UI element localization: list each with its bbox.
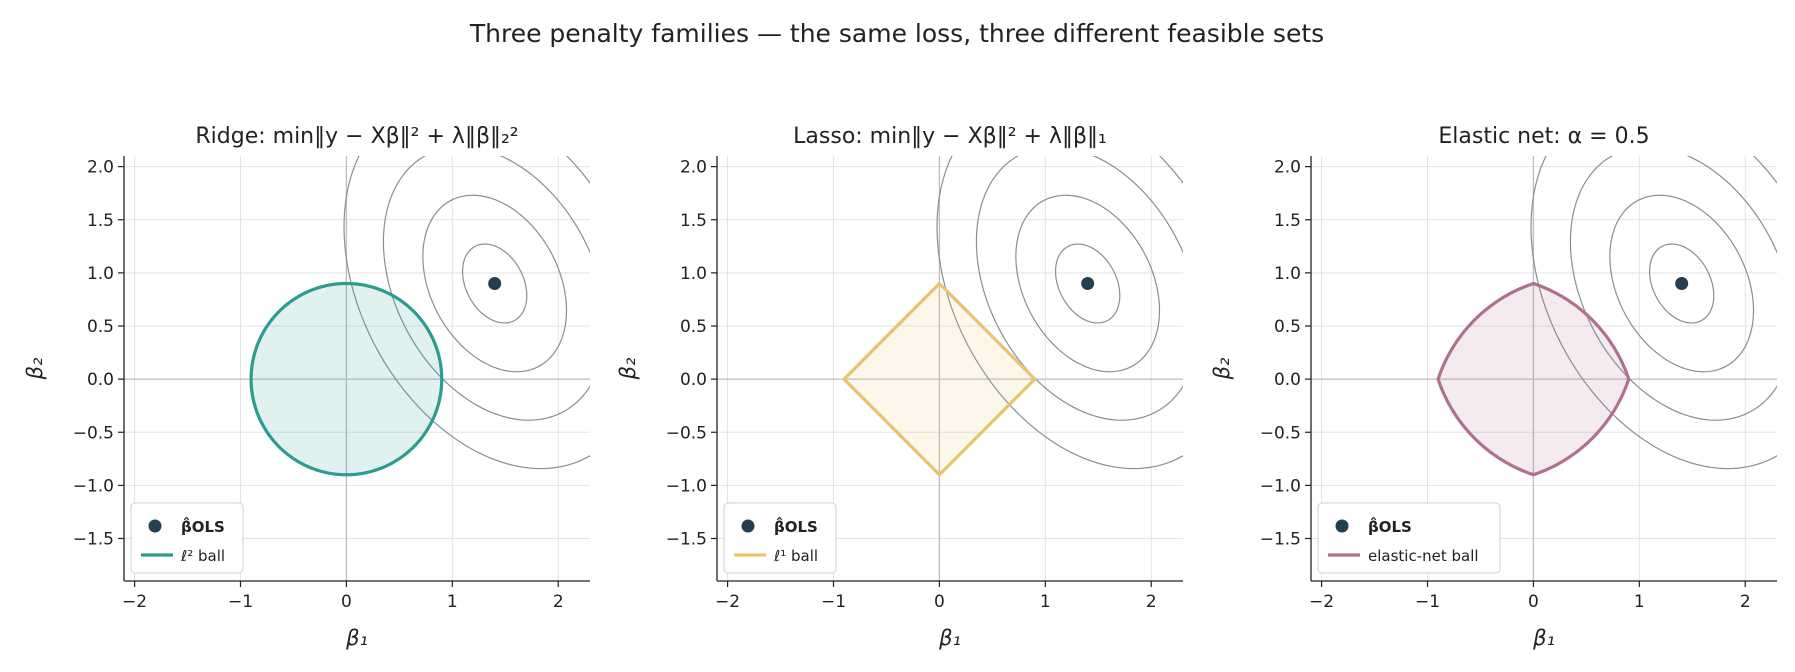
x-tick-label: 1 (1634, 592, 1645, 612)
panel-title: Elastic net: α = 0.5 (1438, 124, 1649, 149)
legend-entry-constraint: ℓ¹ ball (773, 547, 818, 565)
legend: β̂OLS ℓ² ball (130, 502, 244, 574)
legend-entry-ols: β̂OLS (181, 516, 225, 536)
y-tick-label: 0.0 (680, 370, 707, 390)
panel-ridge: −2 −1 0 1 2 −1.5 −1.0 −0.5 0.0 0.5 1.0 1.5 2.0 Ridge:… (23, 124, 590, 650)
loss-contour (1569, 156, 1777, 421)
ols-point (1081, 277, 1095, 290)
legend-entry-constraint: ℓ² ball (180, 547, 225, 565)
x-tick-label: 0 (341, 592, 352, 612)
y-tick-label: 0.5 (680, 317, 707, 337)
x-tick-label: −1 (1415, 592, 1440, 612)
y-tick-label: −0.5 (1260, 423, 1301, 443)
y-tick-label: 0.0 (87, 370, 114, 390)
y-tick-label: 0.5 (87, 317, 114, 337)
x-axis-label: β₁ (1532, 626, 1555, 650)
figure-suptitle: Three penalty families — the same loss, … (469, 19, 1324, 48)
y-axis-label: β₂ (616, 357, 640, 380)
y-tick-label: 1.5 (680, 211, 707, 231)
panel-title: Ridge: min‖y − Xβ‖² + λ‖β‖₂² (195, 124, 518, 149)
y-tick-label: −1.5 (1260, 530, 1301, 550)
legend-entry-ols: β̂OLS (1368, 516, 1412, 536)
x-tick-label: −1 (228, 592, 253, 612)
y-tick-label: 0.5 (1274, 317, 1301, 337)
y-axis-label: β₂ (23, 357, 47, 380)
constraint-region (1436, 281, 1631, 477)
legend-ols-marker (148, 519, 162, 533)
loss-contour (1609, 194, 1755, 373)
y-tick-label: 1.0 (1274, 264, 1301, 284)
legend: β̂OLS ℓ¹ ball (723, 502, 837, 574)
legend-box (1317, 502, 1501, 574)
x-tick-label: −2 (1309, 592, 1334, 612)
legend: β̂OLS elastic-net ball (1317, 502, 1501, 574)
loss-contour (461, 243, 528, 324)
y-tick-label: 1.5 (1274, 211, 1301, 231)
loss-contour (975, 156, 1183, 421)
x-tick-label: 0 (934, 592, 945, 612)
x-tick-label: −2 (122, 592, 147, 612)
loss-contour (1054, 243, 1121, 324)
y-axis-label: β₂ (1210, 357, 1234, 380)
loss-contours (1530, 156, 1777, 470)
loss-contour (422, 194, 568, 373)
panel-elastic-net: −2 −1 0 1 2 −1.5 −1.0 −0.5 0.0 0.5 1.0 1.5 2.0 Elasti… (1210, 124, 1777, 650)
legend-ols-marker (1335, 519, 1349, 533)
loss-contour (382, 156, 590, 421)
legend-entry-constraint: elastic-net ball (1368, 547, 1479, 565)
legend-entry-ols: β̂OLS (774, 516, 818, 536)
y-tick-label: 2.0 (87, 158, 114, 178)
x-tick-label: 2 (1740, 592, 1751, 612)
x-tick-label: 0 (1528, 592, 1539, 612)
x-axis-label: β₁ (345, 626, 368, 650)
y-tick-label: −0.5 (73, 423, 114, 443)
constraint-region (249, 281, 444, 477)
loss-contour (936, 156, 1183, 470)
loss-contour (1530, 156, 1777, 470)
ols-point (1675, 277, 1689, 290)
y-tick-label: 1.0 (680, 264, 707, 284)
y-tick-label: −0.5 (666, 423, 707, 443)
panel-lasso: −2 −1 0 1 2 −1.5 −1.0 −0.5 0.0 0.5 1.0 1.5 2.0 Lasso:… (616, 124, 1183, 650)
y-tick-label: −1.0 (666, 476, 707, 496)
y-tick-label: −1.5 (666, 530, 707, 550)
y-tick-label: −1.5 (73, 530, 114, 550)
x-axis-label: β₁ (938, 626, 961, 650)
panels-group: −2 −1 0 1 2 −1.5 −1.0 −0.5 0.0 0.5 1.0 1.5 2.0 Ridge:… (23, 124, 1777, 650)
loss-contours (936, 156, 1183, 470)
legend-ols-marker (741, 519, 755, 533)
x-tick-label: 1 (447, 592, 458, 612)
y-tick-label: −1.0 (1260, 476, 1301, 496)
ols-point (488, 277, 502, 290)
y-tick-label: 1.0 (87, 264, 114, 284)
y-tick-label: −1.0 (73, 476, 114, 496)
y-tick-label: 2.0 (1274, 158, 1301, 178)
y-tick-label: 0.0 (1274, 370, 1301, 390)
constraint-region (842, 281, 1037, 477)
panel-title: Lasso: min‖y − Xβ‖² + λ‖β‖₁ (793, 124, 1107, 149)
y-tick-label: 2.0 (680, 158, 707, 178)
loss-contour (1015, 194, 1161, 373)
loss-contour (1648, 243, 1715, 324)
y-tick-label: 1.5 (87, 211, 114, 231)
x-tick-label: 2 (1146, 592, 1157, 612)
x-tick-label: −2 (715, 592, 740, 612)
x-tick-label: 2 (553, 592, 564, 612)
x-tick-label: 1 (1040, 592, 1051, 612)
x-tick-label: −1 (821, 592, 846, 612)
